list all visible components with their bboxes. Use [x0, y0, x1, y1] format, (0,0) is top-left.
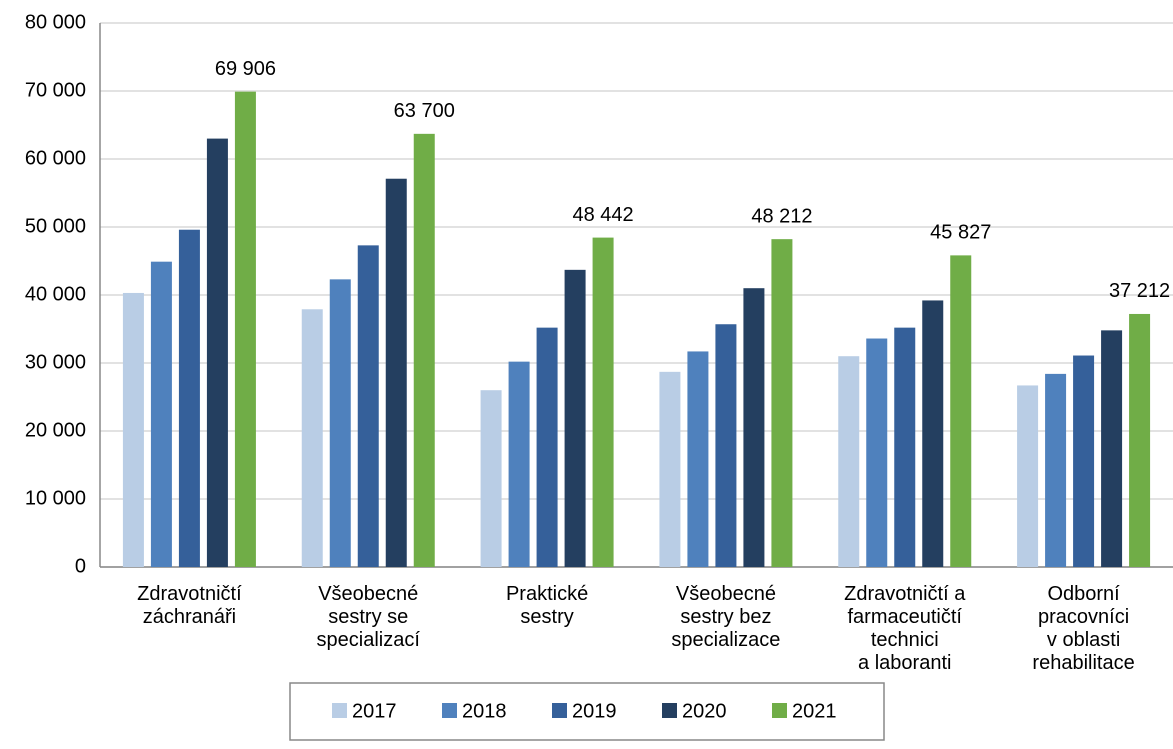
bar — [150, 261, 172, 567]
bar — [1017, 385, 1039, 567]
y-tick-label: 40 000 — [25, 283, 86, 305]
y-tick-label: 10 000 — [25, 487, 86, 509]
legend-swatch — [332, 703, 347, 718]
bar — [715, 324, 737, 567]
bar — [178, 229, 200, 567]
legend-label: 2019 — [572, 700, 617, 722]
y-tick-label: 70 000 — [25, 79, 86, 101]
legend-swatch — [552, 703, 567, 718]
bar — [234, 91, 256, 568]
x-tick-label: Všeobecné sestry se specializací — [316, 583, 420, 651]
bar — [950, 255, 972, 567]
data-label: 63 700 — [394, 100, 455, 122]
data-label: 48 442 — [572, 204, 633, 226]
y-tick-label: 60 000 — [25, 147, 86, 169]
x-tick-label: Praktické sestry — [505, 583, 589, 628]
bar — [206, 138, 228, 567]
legend-label: 2021 — [792, 700, 837, 722]
bar — [592, 237, 614, 567]
bar — [329, 279, 351, 567]
bar — [922, 300, 944, 567]
bar — [122, 292, 144, 567]
bar — [1045, 373, 1067, 567]
bar — [385, 178, 407, 567]
bar — [771, 239, 793, 568]
bar — [1073, 355, 1095, 567]
bar — [866, 338, 888, 567]
bar — [894, 327, 916, 567]
bar — [301, 309, 323, 567]
y-tick-label: 50 000 — [25, 215, 86, 237]
data-label: 37 212 — [1109, 280, 1170, 302]
legend-swatch — [442, 703, 457, 718]
legend-swatch — [662, 703, 677, 718]
legend-swatch — [772, 703, 787, 718]
legend-label: 2020 — [682, 700, 727, 722]
data-label: 45 827 — [930, 222, 991, 244]
bar — [564, 269, 586, 567]
y-tick-label: 0 — [75, 555, 86, 577]
data-label: 48 212 — [751, 205, 812, 227]
data-label: 69 906 — [215, 58, 276, 80]
bar — [508, 361, 530, 567]
bar — [536, 327, 558, 567]
y-tick-label: 30 000 — [25, 351, 86, 373]
x-tick-label: Odborní pracovníci v oblasti rehabilitac… — [1032, 583, 1135, 674]
x-tick-label: Zdravotničtí záchranáři — [137, 583, 242, 628]
x-tick-label: Všeobecné sestry bez specializace — [671, 583, 781, 651]
bar — [743, 288, 765, 567]
bar — [480, 390, 502, 567]
y-tick-label: 20 000 — [25, 419, 86, 441]
bar — [1129, 313, 1151, 567]
bar — [357, 245, 379, 568]
bar — [1101, 330, 1123, 567]
y-tick-label: 80 000 — [25, 11, 86, 33]
bar — [413, 133, 435, 567]
x-tick-label: Zdravotničtí a farmaceutičtí technici a … — [844, 583, 966, 674]
bar — [687, 351, 709, 567]
legend-label: 2017 — [352, 700, 397, 722]
legend-label: 2018 — [462, 700, 507, 722]
bar — [659, 371, 681, 567]
bar — [838, 356, 860, 567]
